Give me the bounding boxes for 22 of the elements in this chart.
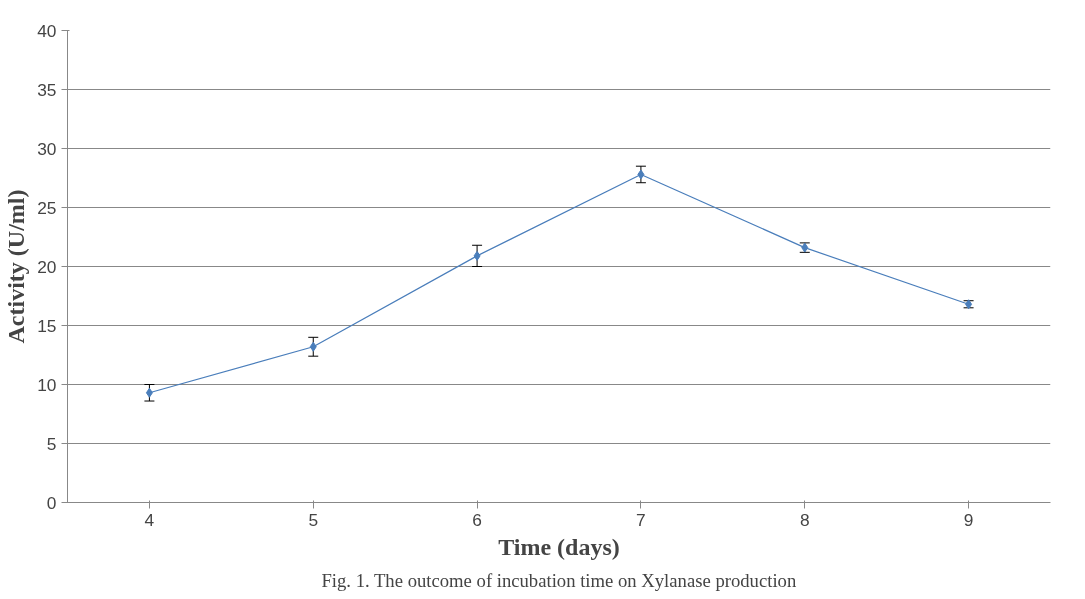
x-tick-label: 5	[308, 509, 319, 530]
y-tick-label: 0	[46, 492, 57, 513]
point	[473, 250, 481, 261]
x-tick-label: 4	[144, 509, 155, 530]
x-axis-title: Time (days)	[498, 533, 620, 560]
point	[637, 169, 645, 180]
x-tick-label: 6	[472, 509, 482, 530]
y-tick-label: 25	[37, 197, 57, 218]
y-tick-label: 20	[37, 256, 57, 277]
y-tick-label: 30	[37, 138, 57, 159]
y-tick-label: 10	[37, 374, 57, 395]
y-tick-label: 35	[37, 79, 57, 100]
y-axis-title: Activity (U/ml)	[3, 189, 30, 344]
x-tick-label: 8	[799, 509, 810, 530]
x-tick-label: 9	[963, 509, 974, 530]
point	[145, 387, 153, 398]
y-tick-label: 15	[37, 315, 57, 336]
point	[309, 341, 317, 352]
y-tick-label: 40	[37, 20, 57, 41]
caption: Fig. 1. The outcome of incubation time on Xylanase production	[321, 569, 797, 591]
x-tick-label: 7	[636, 509, 646, 530]
y-tick-label: 5	[46, 433, 57, 454]
